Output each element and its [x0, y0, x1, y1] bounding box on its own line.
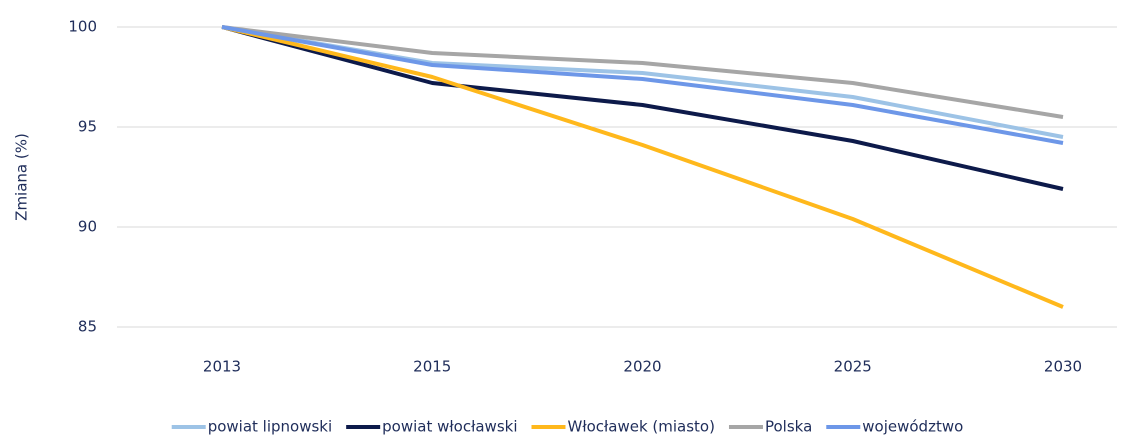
legend-label: Polska: [765, 418, 812, 436]
y-tick-label: 100: [68, 18, 97, 36]
legend-label: województwo: [862, 418, 963, 436]
y-axis-label: Zmiana (%): [13, 133, 31, 221]
legend-label: Włocławek (miasto): [567, 418, 714, 436]
x-tick-label: 2013: [203, 358, 241, 376]
x-tick-label: 2020: [623, 358, 661, 376]
y-tick-label: 95: [78, 118, 97, 136]
x-tick-label: 2015: [413, 358, 451, 376]
x-tick-label: 2025: [834, 358, 872, 376]
legend: powiat lipnowski powiat włocławski Włocław…: [171, 418, 963, 436]
y-tick-label: 90: [78, 218, 97, 236]
series-line: [221, 25, 1064, 309]
series-line: [221, 25, 1064, 119]
series-line: [221, 25, 1064, 145]
legend-label: powiat lipnowski: [208, 418, 332, 436]
x-tick-label: 2030: [1044, 358, 1082, 376]
y-tick-label: 85: [78, 318, 97, 336]
legend-label: powiat włocławski: [382, 418, 517, 436]
series-line: [221, 25, 1064, 191]
